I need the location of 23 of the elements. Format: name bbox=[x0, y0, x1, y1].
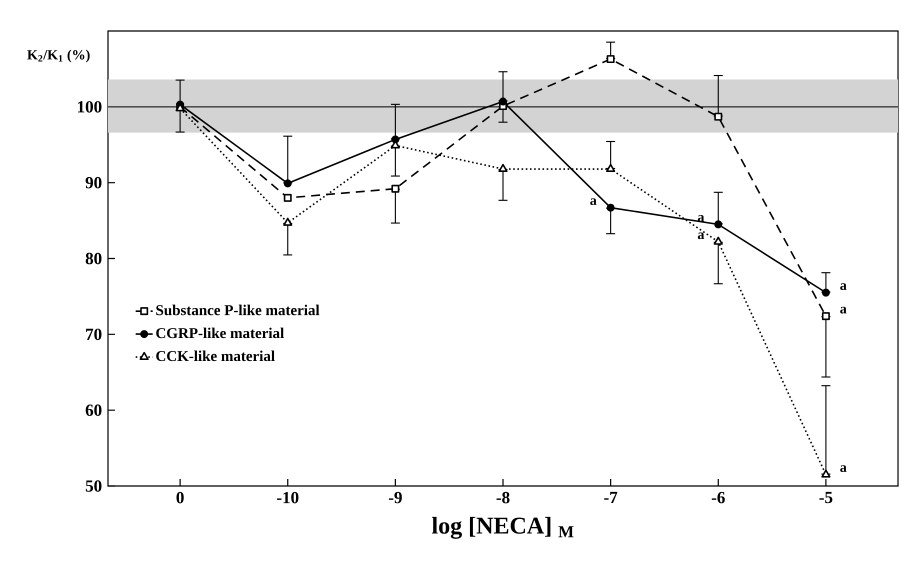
annotation: a bbox=[840, 306, 847, 314]
y-tick-label: 70 bbox=[86, 328, 102, 340]
x-axis-title: log [NECA] $_{M}$ bbox=[432, 516, 574, 539]
x-tick-label: -10 bbox=[277, 492, 298, 504]
x-tick-label: 0 bbox=[176, 492, 184, 504]
y-tick-label: 50 bbox=[86, 480, 102, 492]
y-tick-label: 100 bbox=[78, 101, 102, 113]
x-tick-label: -7 bbox=[604, 492, 618, 503]
legend-label: Substance P-like material bbox=[156, 304, 320, 316]
x-tick-label: -9 bbox=[388, 492, 402, 504]
annotation: a bbox=[698, 232, 704, 240]
x-tick-label: -5 bbox=[819, 492, 832, 504]
annotation: a bbox=[840, 283, 847, 290]
legend-label: CGRP-like material bbox=[156, 328, 284, 338]
y-tick-label: 80 bbox=[86, 252, 102, 264]
legend-label: CCK-like material bbox=[156, 350, 275, 362]
x-tick-label: -6 bbox=[712, 492, 725, 504]
y-tick-label: 60 bbox=[86, 404, 102, 416]
x-tick-label: -8 bbox=[496, 492, 510, 504]
annotation: a bbox=[590, 198, 597, 206]
annotation: a bbox=[840, 465, 847, 472]
y-axis-title: K$_{2}$/K$_{1}$ (%) bbox=[27, 50, 90, 62]
y-tick-label: 90 bbox=[86, 176, 102, 188]
